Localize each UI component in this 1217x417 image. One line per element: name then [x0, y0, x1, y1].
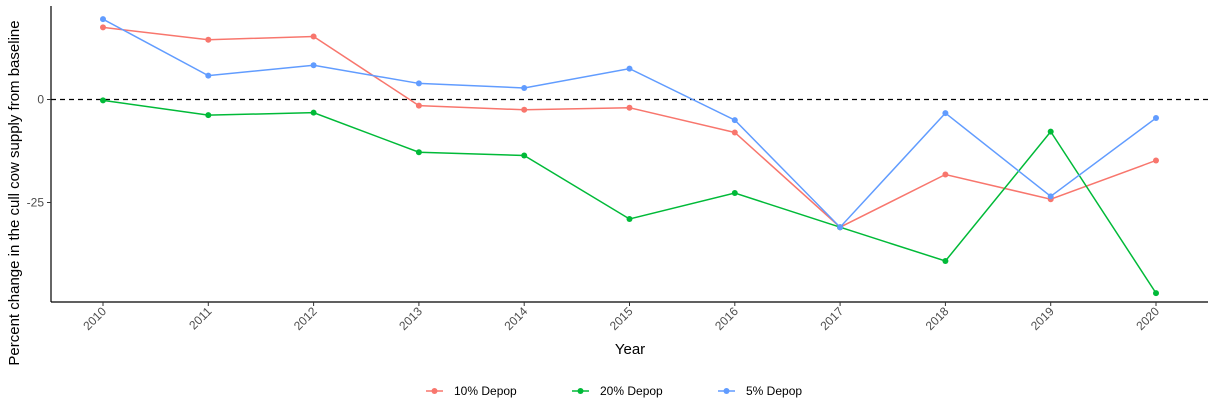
legend-key-point	[577, 388, 584, 394]
legend-label: 10% Depop	[454, 384, 517, 398]
data-point	[942, 110, 949, 117]
plot-area	[51, 16, 1208, 297]
data-point	[1153, 115, 1159, 122]
data-point	[205, 36, 212, 43]
x-tick-label: 2017	[817, 304, 846, 333]
series-layer	[100, 16, 1159, 297]
data-point	[942, 171, 949, 178]
data-point	[731, 190, 738, 197]
x-tick-label: 2012	[291, 304, 320, 333]
data-point	[205, 112, 212, 119]
series-group	[100, 97, 1159, 297]
data-point	[1153, 157, 1159, 164]
x-tick-label: 2020	[1133, 304, 1162, 333]
legend-item: 5% Depop	[718, 384, 802, 398]
x-tick-label: 2016	[712, 304, 741, 333]
data-point	[415, 149, 422, 156]
data-point	[310, 109, 317, 116]
legend: 10% Depop 20% Depop 5% Depop	[426, 384, 802, 398]
x-tick-label: 2015	[607, 304, 636, 333]
x-tick-label: 2014	[502, 304, 531, 333]
data-point	[310, 33, 317, 40]
data-point	[205, 72, 212, 79]
x-tick-label: 2019	[1028, 304, 1057, 333]
series-group	[100, 16, 1159, 231]
legend-item: 20% Depop	[572, 384, 663, 398]
data-point	[415, 80, 422, 87]
data-point	[100, 97, 106, 104]
data-point	[415, 102, 422, 109]
x-tick-label: 2018	[923, 304, 952, 333]
data-point	[521, 106, 528, 113]
data-point	[521, 84, 528, 91]
x-tick-label: 2010	[80, 304, 109, 333]
legend-label: 5% Depop	[746, 384, 802, 398]
data-point	[310, 62, 317, 69]
x-axis-ticks: 2010 2011 2012 2013 2014 2015 2016 2017 2018 2019…	[80, 302, 1162, 333]
legend-item: 10% Depop	[426, 384, 517, 398]
data-point	[100, 16, 106, 23]
data-point	[626, 104, 633, 111]
series-line	[102, 99, 1157, 294]
data-point	[626, 215, 633, 222]
data-point	[626, 65, 633, 72]
x-tick-label: 2013	[396, 304, 425, 333]
y-axis-ticks: 0 -25	[27, 93, 51, 210]
data-point	[1153, 290, 1159, 297]
legend-key-point	[723, 388, 730, 394]
legend-label: 20% Depop	[600, 384, 663, 398]
data-point	[100, 24, 106, 31]
data-point	[731, 117, 738, 124]
data-point	[1047, 193, 1054, 200]
series-group	[100, 24, 1159, 231]
data-point	[1047, 128, 1054, 135]
data-point	[942, 258, 949, 265]
data-point	[837, 224, 844, 231]
x-tick-label: 2011	[186, 304, 214, 332]
y-axis-title: Percent change in the cull cow supply fr…	[6, 20, 23, 365]
y-tick-label: -25	[27, 196, 45, 210]
y-tick-label: 0	[37, 93, 44, 107]
legend-key-point	[431, 388, 438, 394]
data-point	[521, 152, 528, 159]
data-point	[731, 129, 738, 136]
x-axis-title: Year	[615, 341, 645, 358]
